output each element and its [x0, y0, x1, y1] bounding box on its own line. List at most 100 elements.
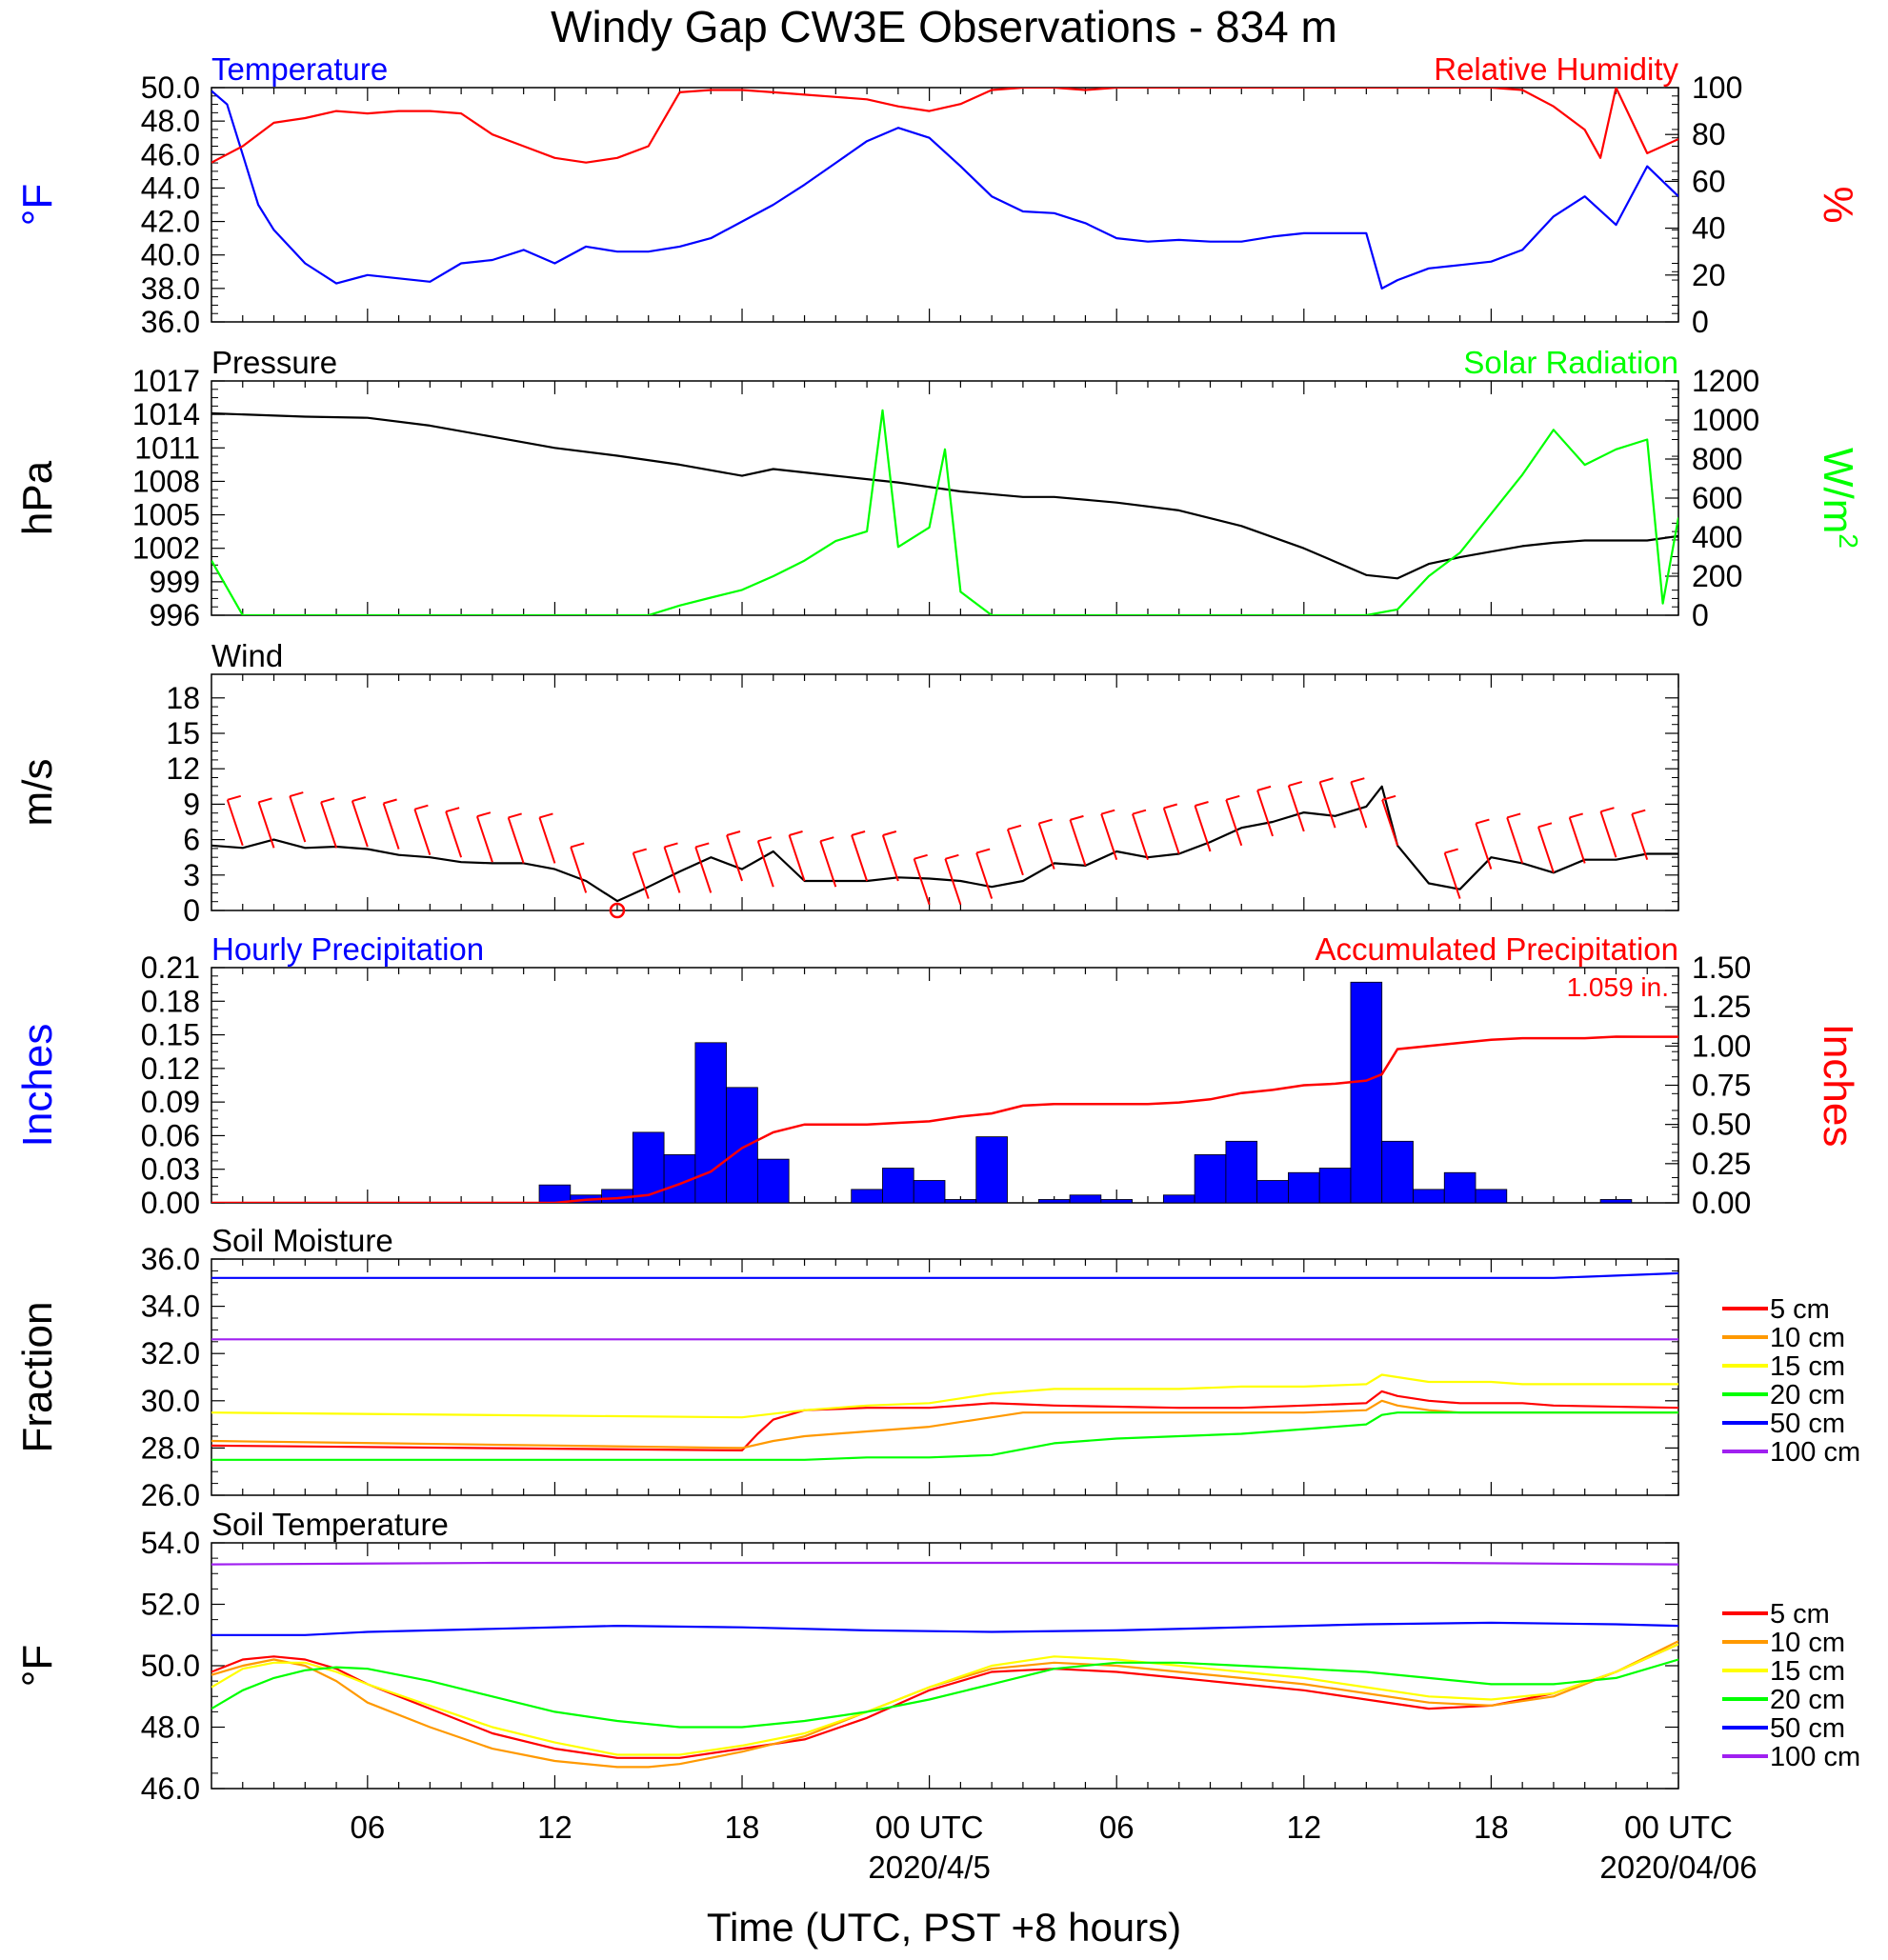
y-tick-label-right: 1.50 [1692, 950, 1751, 985]
legend-label: 50 cm [1770, 1713, 1845, 1744]
wind-barb-flag [945, 853, 959, 860]
wind-barb-staff [788, 834, 806, 882]
series-line-pressure [211, 411, 1678, 580]
series-line-temperature [211, 90, 1678, 290]
legend-label: 10 cm [1770, 1323, 1845, 1353]
wind-barb-flag [1132, 809, 1147, 815]
wind-barb [851, 830, 869, 882]
hourly-precip-bar [913, 1180, 946, 1203]
panel-title-left: Pressure [211, 345, 337, 380]
wind-barb-staff [881, 834, 899, 882]
wind-barb-staff [351, 800, 369, 848]
calm-wind-marker [609, 902, 626, 919]
wind-barb [1506, 812, 1524, 864]
wind-barb [819, 836, 837, 888]
wind-barb-staff [1287, 785, 1305, 832]
y-tick-label-left: 0.18 [141, 984, 200, 1018]
wind-barb-staff [1194, 805, 1212, 852]
y-tick-label-left: 54.0 [141, 1526, 200, 1560]
wind-barb [788, 830, 806, 882]
hourly-precip-bar [694, 1042, 728, 1203]
wind-barb [1475, 818, 1493, 870]
series-line-50-cm [211, 1271, 1678, 1279]
x-tick-label: 18 [725, 1810, 760, 1845]
hourly-precip-bar [1350, 981, 1383, 1203]
wind-barb [1225, 794, 1243, 847]
y-tick-label-right: 1.25 [1692, 990, 1751, 1024]
y-axis-label-left: Fraction [14, 1302, 61, 1453]
y-tick-label-left: 38.0 [141, 271, 200, 306]
wind-barb-staff [257, 801, 275, 849]
wind-barb-flag [1476, 818, 1490, 825]
x-tick-label: 12 [537, 1810, 572, 1845]
y-axis-label-right: W/m2 [1815, 448, 1863, 549]
wind-barb-flag [1007, 824, 1022, 830]
wind-barb-flag [508, 812, 522, 819]
wind-barb [320, 797, 338, 849]
hourly-precip-bar [726, 1087, 758, 1203]
wind-barb-staff [975, 852, 994, 899]
wind-barb-flag [726, 830, 741, 836]
wind-barb-flag [1631, 809, 1646, 815]
hourly-precip-bar [944, 1199, 977, 1203]
y-tick-label-right: 20 [1692, 258, 1726, 292]
wind-barb-flag [258, 797, 272, 804]
wind-barb-flag [351, 796, 367, 803]
wind-barb-staff [1475, 823, 1493, 870]
wind-barb-staff [1006, 829, 1024, 876]
wind-barb-flag [1163, 803, 1178, 810]
wind-barb-staff [1506, 817, 1524, 864]
x-tick-label: 00 UTC [1624, 1810, 1733, 1845]
wind-barb-staff [445, 810, 463, 858]
series-line-10-cm [211, 1640, 1678, 1769]
wind-barb [881, 830, 899, 882]
wind-barb [944, 853, 962, 906]
panel-precip: 0.000.030.060.090.120.150.180.210.000.25… [14, 931, 1861, 1220]
wind-barb [1194, 801, 1212, 852]
y-tick-label-left: 0.15 [141, 1018, 200, 1052]
wind-barb-staff [1037, 823, 1055, 870]
wind-barb [694, 842, 713, 893]
wind-barb-flag [1600, 807, 1615, 813]
wind-barb-staff [382, 803, 400, 850]
x-tick-label: 18 [1474, 1810, 1509, 1845]
y-tick-label-left: 46.0 [141, 137, 200, 171]
series-line-5-cm [211, 1643, 1678, 1759]
hourly-precip-bar [1318, 1168, 1352, 1203]
wind-barb-flag [1288, 780, 1303, 787]
y-axis-label-left: °F [14, 1645, 61, 1687]
wind-barb-flag [383, 798, 397, 805]
wind-barb [1350, 777, 1368, 829]
y-axis-label-right: Inches [1815, 1024, 1861, 1148]
x-tick-label: 06 [1099, 1810, 1135, 1845]
wind-barb-staff [1381, 799, 1399, 847]
y-tick-label-left: 48.0 [141, 1710, 200, 1745]
wind-barb-staff [1537, 827, 1555, 873]
wind-barb [1443, 848, 1461, 899]
hourly-precip-bar [1037, 1199, 1071, 1203]
y-tick-label-left: 52.0 [141, 1588, 200, 1622]
plot-area [211, 88, 1678, 290]
wind-barb [351, 796, 369, 848]
wind-barb-flag [414, 804, 429, 810]
hourly-precip-bar [1069, 1194, 1102, 1203]
panel-title-left: Temperature [211, 51, 388, 87]
series-line-wind-speed [211, 785, 1678, 903]
wind-barb-staff [819, 840, 837, 888]
wind-barb-flag [789, 830, 803, 836]
wind-barb [1381, 794, 1399, 847]
y-tick-label-left: 9 [183, 787, 200, 821]
y-tick-label-left: 15 [166, 716, 200, 750]
wind-barb-flag [1537, 822, 1553, 829]
series-line-20-cm [211, 1411, 1678, 1461]
legend-label: 10 cm [1770, 1628, 1845, 1658]
hourly-precip-bar [1100, 1199, 1133, 1203]
y-tick-label-right: 0.75 [1692, 1069, 1751, 1103]
y-tick-label-left: 32.0 [141, 1336, 200, 1370]
wind-barb-flag [1256, 785, 1272, 791]
y-tick-label-left: 0.21 [141, 950, 200, 985]
legend-label: 20 cm [1770, 1380, 1845, 1410]
wind-barb-flag [851, 830, 866, 836]
y-tick-label-left: 6 [183, 823, 200, 857]
